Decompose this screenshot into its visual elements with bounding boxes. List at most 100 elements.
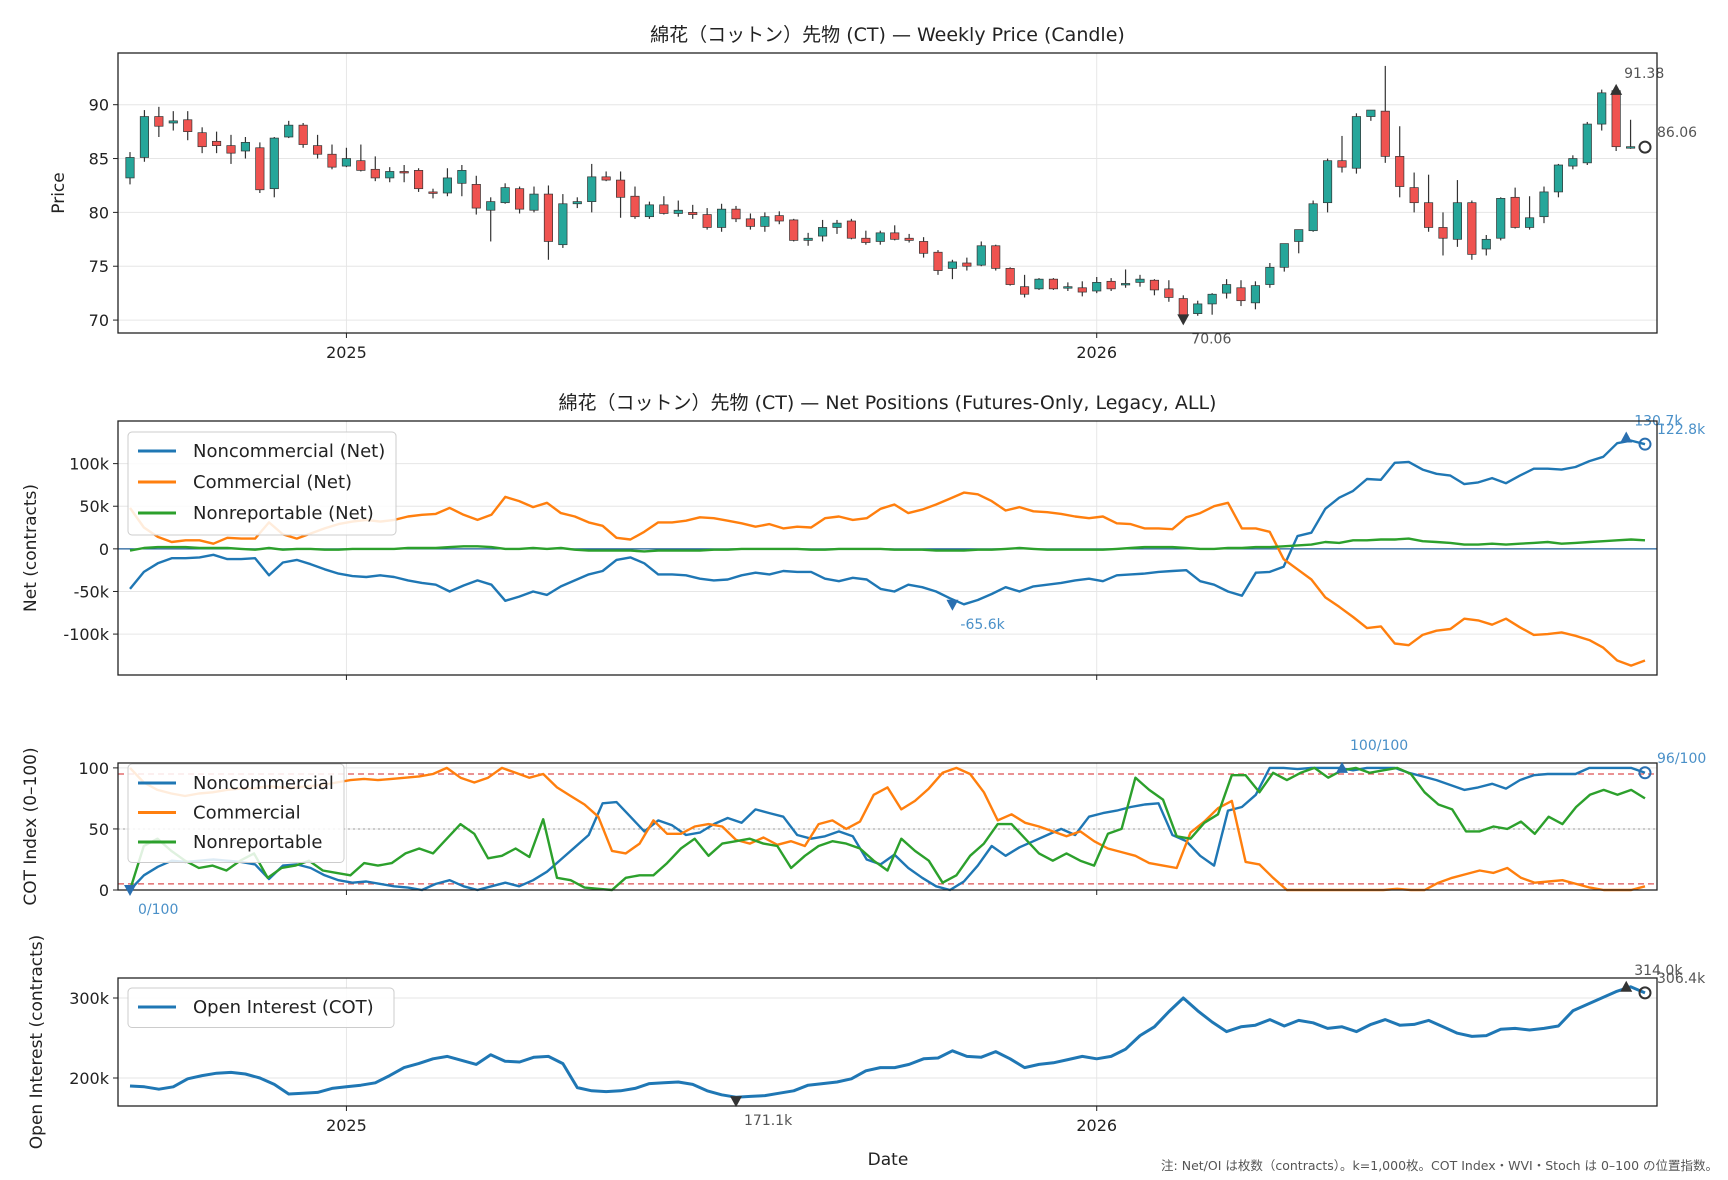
annotation-marker <box>124 885 136 896</box>
x-axis-label: Date <box>868 1150 909 1170</box>
candle-body <box>673 209 683 214</box>
y-tick-label: 90 <box>89 96 109 115</box>
candle-body <box>1193 303 1203 314</box>
candle-body <box>1424 202 1434 228</box>
candle-body <box>1467 202 1477 255</box>
y-tick-label: 75 <box>89 257 109 276</box>
candle-body <box>630 195 640 218</box>
panel-1: 70 75 80 85 90 2025 2026 綿花（コットン）先物 (CT) — Week… <box>49 24 1697 362</box>
candle-body <box>1409 187 1419 204</box>
candle-body <box>197 132 207 148</box>
candle-body <box>587 176 597 202</box>
legend-box <box>127 987 395 1028</box>
candle-body <box>1525 217 1535 228</box>
annotation-marker <box>1638 437 1652 451</box>
candle-body <box>500 187 510 204</box>
legend-entry: Commercial <box>193 803 301 824</box>
annotation-marker <box>1638 140 1652 154</box>
candle-body <box>399 171 409 174</box>
candle-body <box>976 245 986 266</box>
series-line-nonreportable-net- <box>129 537 1646 553</box>
candle-body <box>1553 164 1563 193</box>
y-tick-label: 100 <box>78 759 109 778</box>
candle-body <box>933 251 943 271</box>
y-tick-label: 80 <box>89 203 109 222</box>
candle-body <box>168 120 178 124</box>
candle-body <box>1178 298 1188 317</box>
x-tick-label: 2026 <box>1076 343 1117 362</box>
axes-frame <box>117 762 1658 891</box>
candle-body <box>428 191 438 194</box>
legend: Noncommercial Commercial Nonreportable <box>127 763 345 863</box>
candle-body <box>1164 288 1174 298</box>
annotation-label: 314.0k <box>1634 963 1683 979</box>
candle-body <box>991 245 1001 269</box>
y-tick-label: 0 <box>99 881 109 900</box>
candle-body <box>298 124 308 145</box>
candle-body <box>313 145 323 155</box>
candle-body <box>255 147 265 191</box>
candle-body <box>471 184 481 209</box>
annotation-label: 122.8k <box>1657 422 1706 438</box>
candle-body <box>1395 156 1405 187</box>
candle-body <box>1337 160 1347 168</box>
candle-body <box>1279 243 1289 268</box>
candle-body <box>1597 92 1607 125</box>
candle-body <box>1582 123 1592 164</box>
candle-body <box>1063 286 1073 289</box>
y-axis-label: COT Index (0–100) <box>21 747 41 905</box>
candle-body <box>846 220 856 239</box>
annotation-marker <box>1610 83 1623 95</box>
candle-body <box>702 214 712 228</box>
candle-body <box>947 261 957 269</box>
series-line-nonreportable <box>128 766 1646 892</box>
candle-body <box>341 158 351 167</box>
annotation-label: 306.4k <box>1657 971 1706 987</box>
candle-body <box>1294 229 1304 242</box>
candle-body <box>803 237 813 241</box>
legend-box <box>127 431 397 536</box>
panel-3: 100 50 0 COT Index (0–100) Noncommercial Comm… <box>21 738 1706 918</box>
candle-body <box>356 160 366 171</box>
candle-body <box>1236 287 1246 302</box>
series-line-open-interest-cot- <box>129 985 1646 1099</box>
candle-body <box>1568 158 1578 167</box>
annotation-label: -65.6k <box>960 617 1005 633</box>
candle-body <box>1020 286 1030 295</box>
y-tick-label: 70 <box>89 311 109 330</box>
y-tick-label: 0 <box>99 540 109 559</box>
x-tick-label: 2025 <box>326 1116 367 1135</box>
candle-body <box>731 208 741 220</box>
candle-body <box>1380 110 1390 157</box>
candle-body <box>370 168 380 179</box>
candles <box>125 65 1636 319</box>
annotation-label: 96/100 <box>1657 751 1706 767</box>
candle-body <box>240 142 250 152</box>
axes-frame <box>117 977 1658 1107</box>
candle-body <box>284 124 294 138</box>
candle-body <box>1092 282 1102 292</box>
legend-entry: Commercial (Net) <box>193 472 352 493</box>
y-tick-label: 100k <box>69 455 110 474</box>
candle-body <box>183 119 193 132</box>
y-tick-label: 50k <box>79 497 109 516</box>
candle-body <box>745 218 755 227</box>
annotation-marker <box>1620 980 1633 992</box>
x-tick-label: 2026 <box>1076 1116 1117 1135</box>
candle-body <box>1611 90 1621 148</box>
candle-body <box>543 193 553 242</box>
candle-body <box>442 177 452 194</box>
annotation-label: 130.7k <box>1634 413 1683 429</box>
y-axis-label: Net (contracts) <box>21 484 41 612</box>
candle-body <box>327 153 337 168</box>
candle-body <box>616 179 626 198</box>
candle-body <box>1077 287 1087 293</box>
annotation-label: 91.38 <box>1624 66 1664 82</box>
y-axis-label: Price <box>49 172 69 213</box>
annotation-marker <box>1620 431 1633 443</box>
annotation-marker <box>1177 314 1190 326</box>
candle-body <box>789 219 799 241</box>
y-tick-label: 200k <box>69 1069 110 1088</box>
candle-body <box>875 232 885 242</box>
